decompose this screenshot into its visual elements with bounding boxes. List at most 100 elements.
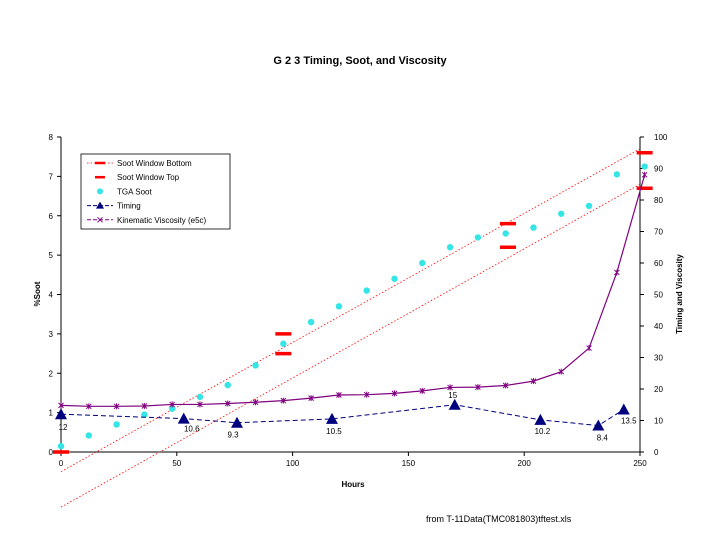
y-right-tick-label: 60 (654, 259, 663, 268)
tga-soot-point (196, 393, 204, 401)
y-left-tick-label: 8 (49, 133, 54, 142)
tga-soot-point (613, 171, 621, 178)
y-left-tick-label: 0 (49, 448, 54, 457)
x-axis-label: Hours (341, 480, 365, 489)
y-axis-right-label: Timing and Viscosity (675, 254, 684, 334)
legend-swatch-marker (97, 188, 103, 195)
viscosity-point (363, 391, 370, 398)
x-tick-label: 50 (172, 459, 181, 468)
viscosity-point (58, 402, 64, 409)
timing-point (177, 412, 190, 424)
tga-soot-point (280, 340, 287, 347)
viscosity-point (475, 384, 481, 391)
viscosity-point (224, 400, 231, 407)
timing-point (231, 416, 244, 428)
viscosity-point (113, 403, 120, 410)
y-right-tick-label: 70 (654, 228, 663, 237)
legend-box (80, 153, 231, 230)
y-left-tick-label: 5 (49, 251, 54, 260)
tga-soot-point (252, 362, 259, 369)
tga-soot-point (113, 421, 120, 428)
plot-area: 0 50 100 150 200 2500123456780102030405060708… (49, 133, 668, 508)
tga-soot-point (307, 318, 315, 326)
y-right-tick-label: 20 (654, 385, 663, 394)
tga-soot-point (474, 234, 482, 241)
timing-data-label: 10.6 (184, 425, 200, 434)
tga-soot-point (419, 259, 426, 267)
viscosity-point (558, 368, 565, 375)
timing-data-label: 10.2 (535, 427, 551, 436)
y-right-tick-label: 50 (654, 291, 663, 300)
tga-soot-point (502, 230, 509, 237)
viscosity-point (308, 395, 314, 402)
timing-data-label: 8.4 (597, 434, 609, 443)
timing-point (617, 403, 630, 415)
x-tick-label: 0 (59, 459, 64, 468)
tga-soot-point (558, 210, 565, 217)
viscosity-point (169, 401, 176, 408)
tga-soot-point (585, 202, 593, 210)
viscosity-point (141, 403, 148, 410)
viscosity-point (197, 401, 203, 408)
x-tick-label: 100 (286, 459, 300, 468)
timing-point (325, 412, 338, 424)
viscosity-point (391, 390, 398, 397)
viscosity-point (502, 382, 509, 389)
timing-data-label: 10.5 (326, 427, 342, 436)
viscosity-point (641, 171, 648, 178)
tga-soot-point (446, 244, 454, 251)
tga-soot-point (391, 275, 398, 282)
viscosity-point (419, 387, 426, 394)
y-right-tick-label: 90 (654, 165, 663, 174)
y-right-tick-label: 40 (654, 322, 663, 331)
tga-soot-point (85, 432, 92, 439)
timing-data-label: 12 (59, 423, 68, 432)
tga-soot-point (641, 163, 648, 170)
y-left-tick-label: 7 (49, 172, 54, 181)
tga-soot-point (141, 411, 148, 418)
legend-label: Soot Window Top (117, 173, 180, 182)
viscosity-point (530, 378, 537, 385)
timing-point (534, 413, 547, 425)
y-right-tick-label: 0 (654, 448, 659, 457)
viscosity-point (586, 345, 592, 352)
tga-soot-point (224, 381, 231, 389)
timing-point (448, 398, 461, 410)
legend-label: Kinematic Viscosity (e5c) (117, 216, 207, 225)
x-tick-label: 200 (518, 459, 532, 468)
timing-point (55, 408, 67, 420)
chart-title: G 2 3 Timing, Soot, and Viscosity (273, 55, 447, 67)
tga-soot-point (363, 287, 370, 294)
y-right-tick-label: 100 (654, 133, 668, 142)
y-left-tick-label: 4 (49, 291, 54, 300)
x-tick-label: 150 (402, 459, 416, 468)
legend-label: TGA Soot (117, 187, 152, 196)
soot-window-bottom-line (60, 183, 641, 508)
tga-soot-point (335, 303, 343, 310)
tga-soot-point (57, 442, 65, 450)
viscosity-point (447, 384, 453, 391)
y-left-tick-label: 3 (49, 330, 54, 339)
x-tick-label: 250 (633, 459, 647, 468)
viscosity-point (336, 391, 342, 398)
y-left-tick-label: 6 (49, 212, 54, 221)
legend-label: Timing (117, 202, 141, 211)
tga-soot-point (530, 224, 537, 231)
legend-swatch-marker (97, 216, 103, 223)
y-right-tick-label: 30 (654, 354, 663, 363)
viscosity-point (252, 399, 259, 406)
y-axis-left-label: %Soot (33, 281, 42, 306)
viscosity-point (280, 397, 287, 404)
timing-point (592, 419, 605, 431)
y-left-tick-label: 1 (49, 409, 54, 418)
timing-data-label: 13.5 (621, 416, 637, 425)
legend-label: Soot Window Bottom (117, 159, 192, 168)
source-footnote: from T-11Data(TMC081803)tftest.xls (426, 514, 572, 524)
timing-line (60, 404, 625, 427)
y-right-tick-label: 10 (654, 417, 663, 426)
timing-data-label: 9.3 (227, 431, 239, 440)
y-left-tick-label: 2 (49, 369, 54, 378)
viscosity-point (613, 269, 620, 276)
viscosity-line (60, 174, 646, 407)
